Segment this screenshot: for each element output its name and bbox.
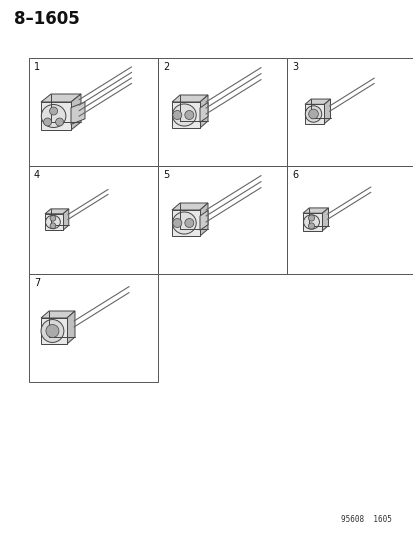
Text: 8–1605: 8–1605	[14, 10, 80, 28]
Polygon shape	[304, 99, 330, 104]
Bar	[286, 58, 413, 166]
Bar	[158, 166, 286, 274]
Polygon shape	[199, 102, 207, 122]
Bar	[286, 166, 413, 274]
Ellipse shape	[172, 212, 196, 234]
Text: 2: 2	[163, 62, 169, 72]
Circle shape	[184, 110, 193, 119]
Polygon shape	[71, 94, 81, 130]
Bar	[29, 274, 158, 382]
Polygon shape	[304, 104, 323, 124]
Ellipse shape	[41, 104, 66, 127]
Polygon shape	[67, 311, 75, 344]
Ellipse shape	[172, 104, 196, 126]
Text: 1: 1	[34, 62, 40, 72]
Circle shape	[43, 118, 52, 126]
Ellipse shape	[45, 215, 60, 229]
Circle shape	[55, 118, 64, 126]
Ellipse shape	[304, 106, 321, 122]
Text: 5: 5	[163, 170, 169, 180]
Polygon shape	[322, 208, 328, 231]
Circle shape	[50, 215, 56, 221]
Text: 95608  1605: 95608 1605	[340, 515, 391, 524]
Polygon shape	[45, 209, 69, 214]
Bar	[29, 166, 158, 274]
Polygon shape	[302, 213, 322, 231]
Polygon shape	[45, 214, 63, 230]
Circle shape	[308, 223, 314, 229]
Polygon shape	[71, 102, 85, 124]
Polygon shape	[199, 211, 207, 230]
Ellipse shape	[46, 325, 59, 337]
Circle shape	[50, 223, 56, 229]
Bar	[29, 58, 158, 166]
Circle shape	[308, 215, 314, 221]
Polygon shape	[171, 95, 207, 102]
Ellipse shape	[303, 215, 319, 229]
Ellipse shape	[41, 320, 64, 342]
Text: 3: 3	[291, 62, 297, 72]
Polygon shape	[302, 208, 328, 213]
Circle shape	[172, 219, 181, 228]
Polygon shape	[41, 311, 75, 318]
Text: 7: 7	[34, 278, 40, 288]
Polygon shape	[171, 203, 207, 210]
Polygon shape	[41, 318, 67, 344]
Bar	[158, 58, 286, 166]
Polygon shape	[199, 95, 207, 128]
Polygon shape	[171, 102, 199, 128]
Polygon shape	[171, 210, 199, 236]
Text: 6: 6	[291, 170, 297, 180]
Text: 4: 4	[34, 170, 40, 180]
Circle shape	[184, 219, 193, 228]
Circle shape	[172, 110, 181, 119]
Polygon shape	[199, 203, 207, 236]
Polygon shape	[323, 99, 330, 124]
Polygon shape	[41, 94, 81, 102]
Ellipse shape	[308, 109, 318, 119]
Circle shape	[50, 107, 57, 115]
Polygon shape	[41, 102, 71, 130]
Polygon shape	[63, 209, 69, 230]
